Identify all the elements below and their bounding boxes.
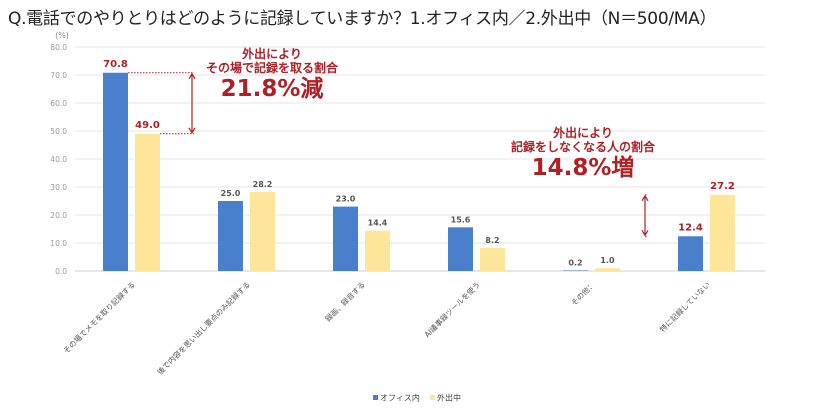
arrow-head — [188, 127, 196, 134]
legend-swatch — [430, 395, 435, 400]
bar-outside — [480, 248, 505, 271]
bar-outside — [250, 192, 275, 271]
bar-outside — [365, 230, 390, 271]
y-tick-label: 10.0 — [50, 239, 67, 248]
annotation-line1: 外出により — [553, 126, 613, 140]
y-tick-label: 70.0 — [50, 71, 67, 80]
annotation-decrease: 外出により その場で記録を取る割合 21.8%減 — [206, 47, 338, 103]
annotation-line1: 外出により — [242, 47, 302, 61]
arrow-head — [641, 194, 649, 202]
annotation-line2: その場で記録を取る割合 — [205, 61, 339, 75]
y-axis-unit: (%) — [55, 31, 69, 40]
category-label: 後で内容を思い出し要点のみ記録する — [155, 279, 252, 376]
category-label: 特に記録していない — [657, 279, 712, 334]
data-label: 70.8 — [103, 59, 128, 70]
arrow-head — [641, 229, 649, 237]
data-label: 28.2 — [253, 180, 273, 189]
data-label: 14.4 — [368, 219, 388, 228]
y-tick-label: 80.0 — [50, 43, 67, 52]
data-label: 27.2 — [710, 181, 735, 192]
annotation-value: 14.8%増 — [531, 155, 635, 181]
bar-office — [103, 72, 128, 271]
category-label: その場でメモを取り記録する — [61, 279, 137, 355]
bar-outside — [710, 194, 735, 271]
legend-label: 外出中 — [437, 393, 461, 403]
bar-outside — [595, 268, 620, 271]
arrow-head — [188, 72, 196, 80]
y-tick-label: 50.0 — [50, 127, 67, 136]
data-label: 15.6 — [451, 215, 471, 224]
annotation-value: 21.8%減 — [220, 76, 324, 102]
chart-title: Q.電話でのやりとりはどのように記録していますか？1.オフィス内／2.外出中（N… — [8, 9, 717, 29]
data-label: 12.4 — [678, 222, 703, 233]
category-label: その他： — [569, 279, 597, 307]
y-tick-label: 0.0 — [55, 267, 67, 276]
data-label: 49.0 — [135, 120, 160, 131]
bar-outside — [135, 133, 160, 271]
y-tick-label: 60.0 — [50, 99, 67, 108]
y-tick-label: 30.0 — [50, 183, 67, 192]
bar-office — [448, 227, 473, 271]
bar-office — [218, 201, 243, 271]
data-label: 25.0 — [221, 189, 241, 198]
annotation-increase: 外出により 記録をしなくなる人の割合 14.8%増 — [511, 126, 655, 182]
category-label: AI議事録ツールを使う — [422, 279, 482, 339]
data-label: 1.0 — [600, 256, 615, 265]
y-tick-label: 20.0 — [50, 211, 67, 220]
annotation-line2: 記録をしなくなる人の割合 — [510, 140, 656, 154]
data-label: 8.2 — [485, 236, 499, 245]
bar-office — [563, 270, 588, 271]
data-label: 23.0 — [336, 195, 356, 204]
legend-label: オフィス内 — [380, 393, 420, 403]
data-label: 0.2 — [568, 258, 582, 267]
y-tick-label: 40.0 — [50, 155, 67, 164]
category-label: 録画、録音する — [323, 279, 367, 323]
legend-swatch — [373, 395, 378, 400]
bar-office — [333, 206, 358, 271]
bar-office — [678, 236, 703, 271]
